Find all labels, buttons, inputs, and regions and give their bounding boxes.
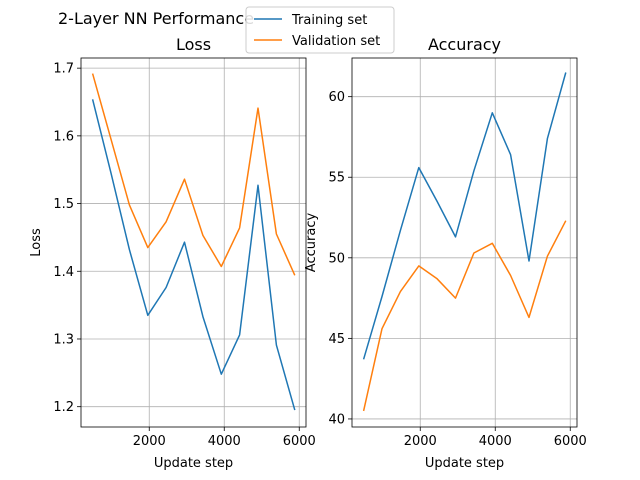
accuracy-ytick-label: 40 [328, 412, 345, 427]
accuracy-series-validation-line [362, 220, 567, 412]
loss-ytick-label: 1.6 [53, 129, 74, 144]
accuracy-axes-title: Accuracy [428, 35, 501, 54]
accuracy-ytick-label: 50 [328, 251, 345, 266]
figure-suptitle: 2-Layer NN Performance [58, 9, 254, 28]
loss-axes-frame [80, 57, 307, 428]
accuracy-xlabel: Update step [425, 456, 504, 471]
loss-axes-title: Loss [176, 35, 211, 54]
loss-ytick-label: 1.3 [53, 332, 74, 347]
loss-ytick-label: 1.5 [53, 197, 74, 212]
accuracy-xtick-label: 2000 [404, 434, 437, 449]
loss-series-training-line [91, 99, 296, 411]
accuracy-ytick-label: 55 [328, 171, 345, 186]
accuracy-axes: 2000 4000 6000 40 45 50 55 60 Accuracy Update ste… [304, 35, 587, 471]
legend-frame [245, 6, 395, 54]
loss-ytick-label: 1.7 [53, 62, 74, 77]
loss-xtick-label: 4000 [208, 434, 241, 449]
loss-ylabel: Loss [29, 228, 44, 257]
accuracy-axes-frame [351, 57, 578, 428]
accuracy-ylabel: Accuracy [304, 213, 319, 273]
loss-axes: 2000 4000 6000 1.2 1.3 1.4 1.5 1.6 1.7 Loss Update… [29, 35, 316, 471]
loss-xlabel: Update step [154, 456, 233, 471]
loss-ytick-label: 1.2 [53, 400, 74, 415]
loss-series-validation-line [91, 73, 296, 276]
accuracy-ytick-label: 60 [328, 90, 345, 105]
accuracy-xtick-label: 6000 [554, 434, 587, 449]
legend-label-training: Training set [291, 13, 367, 28]
legend: Training set Validation set [245, 6, 395, 54]
loss-ytick-label: 1.4 [53, 265, 74, 280]
accuracy-ytick-label: 45 [328, 332, 345, 347]
accuracy-xtick-label: 4000 [479, 434, 512, 449]
loss-xtick-label: 6000 [283, 434, 316, 449]
legend-label-validation: Validation set [292, 34, 380, 49]
loss-xtick-label: 2000 [133, 434, 166, 449]
accuracy-series-training-line [362, 72, 567, 360]
